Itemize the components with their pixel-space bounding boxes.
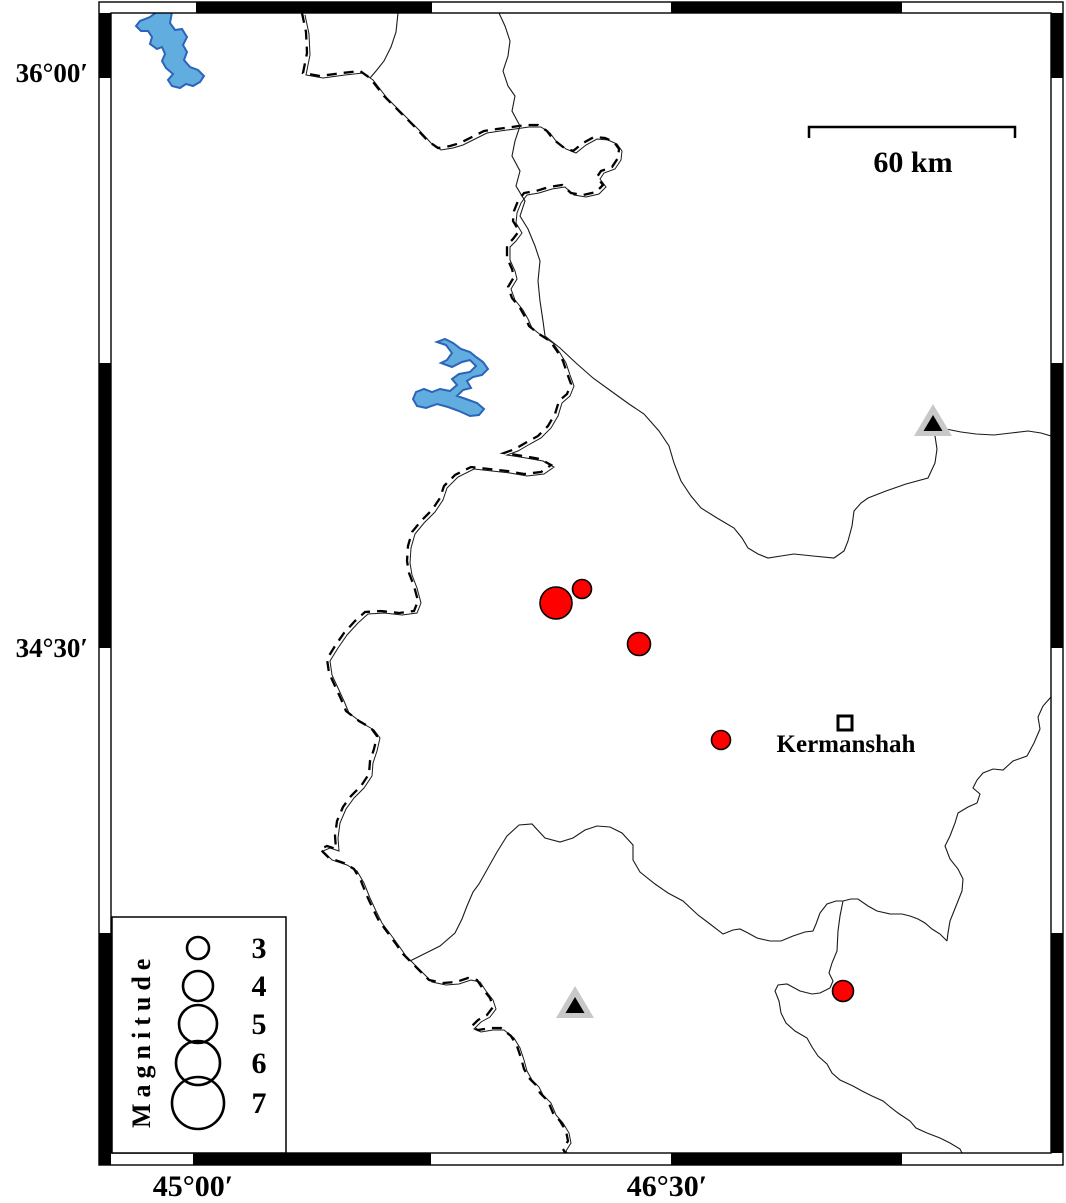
legend-label-m4: 4 xyxy=(252,970,267,1003)
border-solid-pair-line xyxy=(304,14,623,1153)
axis-label-lon-45: 45°00′ xyxy=(153,1170,233,1203)
city-label: Kermanshah xyxy=(777,731,916,758)
legend-circle-m7 xyxy=(170,1075,226,1131)
earthquake-marker xyxy=(831,979,855,1003)
legend-circle-m4 xyxy=(181,969,215,1003)
scale-bar xyxy=(807,125,1017,138)
legend-title: Magnitude xyxy=(127,953,156,1128)
axis-label-lon-46-30: 46°30′ xyxy=(627,1170,707,1203)
frame-inner-outline xyxy=(110,12,1052,1154)
legend-circle-m6 xyxy=(174,1039,222,1087)
earthquake-marker xyxy=(710,729,732,751)
river-south-main xyxy=(409,823,948,962)
legend-label-m7: 7 xyxy=(252,1087,267,1120)
earthquake-marker xyxy=(571,578,593,600)
legend-label-m6: 6 xyxy=(252,1047,267,1080)
river-top-left xyxy=(369,13,399,79)
city-square-marker xyxy=(836,714,854,732)
river-east xyxy=(944,696,1051,942)
magnitude-legend: Magnitude 3 4 5 6 7 xyxy=(111,916,287,1154)
axis-annotations: 36°00′ 34°30′ 45°00′ 46°30′ xyxy=(16,58,708,1203)
frame-outer-outline xyxy=(98,1,1064,1166)
map-frame xyxy=(98,1,1064,1166)
river-south-branch xyxy=(774,900,963,1153)
river-north xyxy=(498,13,1051,559)
station-triangle-inner xyxy=(923,415,943,431)
legend-circle-m5 xyxy=(177,1003,219,1045)
axis-label-lat-34-30: 34°30′ xyxy=(16,633,88,663)
city-marker-layer xyxy=(836,714,854,732)
map-content-layer: Kermanshah 60 km xyxy=(134,13,1051,1153)
border-dashed-line xyxy=(300,13,621,1153)
earthquake-layer xyxy=(539,578,855,1003)
station-triangle-inner xyxy=(565,997,585,1013)
lake-northwest xyxy=(134,13,206,90)
earthquake-marker xyxy=(626,631,652,657)
legend-box xyxy=(111,916,287,1154)
lake-central xyxy=(411,337,490,418)
scale-bar-label: 60 km xyxy=(873,146,952,179)
legend-label-m5: 5 xyxy=(252,1008,267,1041)
legend-label-m3: 3 xyxy=(252,932,267,965)
earthquake-marker xyxy=(539,586,573,620)
station-layer xyxy=(556,404,952,1018)
axis-label-lat-36: 36°00′ xyxy=(16,58,88,88)
legend-circle-m3 xyxy=(185,935,211,961)
